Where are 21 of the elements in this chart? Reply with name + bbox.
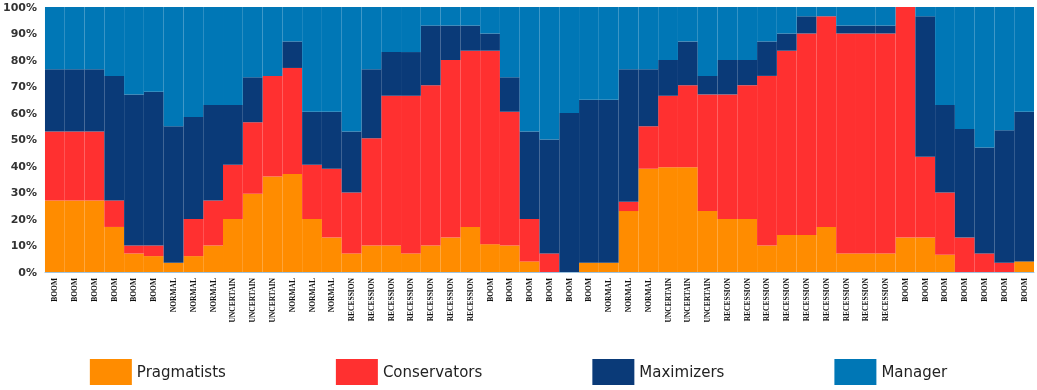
y-tick-label: 30% [10,186,37,199]
legend-label: Maximizers [639,363,725,381]
y-tick-label: 70% [10,80,37,93]
legend-label: Manager [881,363,948,381]
bar [499,77,520,112]
y-tick-label: 50% [10,133,37,146]
y-tick-label: 60% [10,106,37,120]
y-tick-label: 0% [18,265,37,279]
bar [1014,261,1034,272]
y-tick-label: 10% [10,239,37,252]
y-tick-label: 20% [10,212,37,226]
y-tick-label: 80% [10,53,37,67]
y-tick-label: 100% [3,0,37,14]
bar [104,200,125,227]
legend-label: Conservators [382,363,483,381]
bar [796,16,817,34]
y-tick-label: 40% [10,159,37,173]
bar [282,41,303,68]
y-tick-label: 90% [10,27,37,40]
bar [618,201,639,212]
legend-label: Pragmatists [136,363,227,381]
